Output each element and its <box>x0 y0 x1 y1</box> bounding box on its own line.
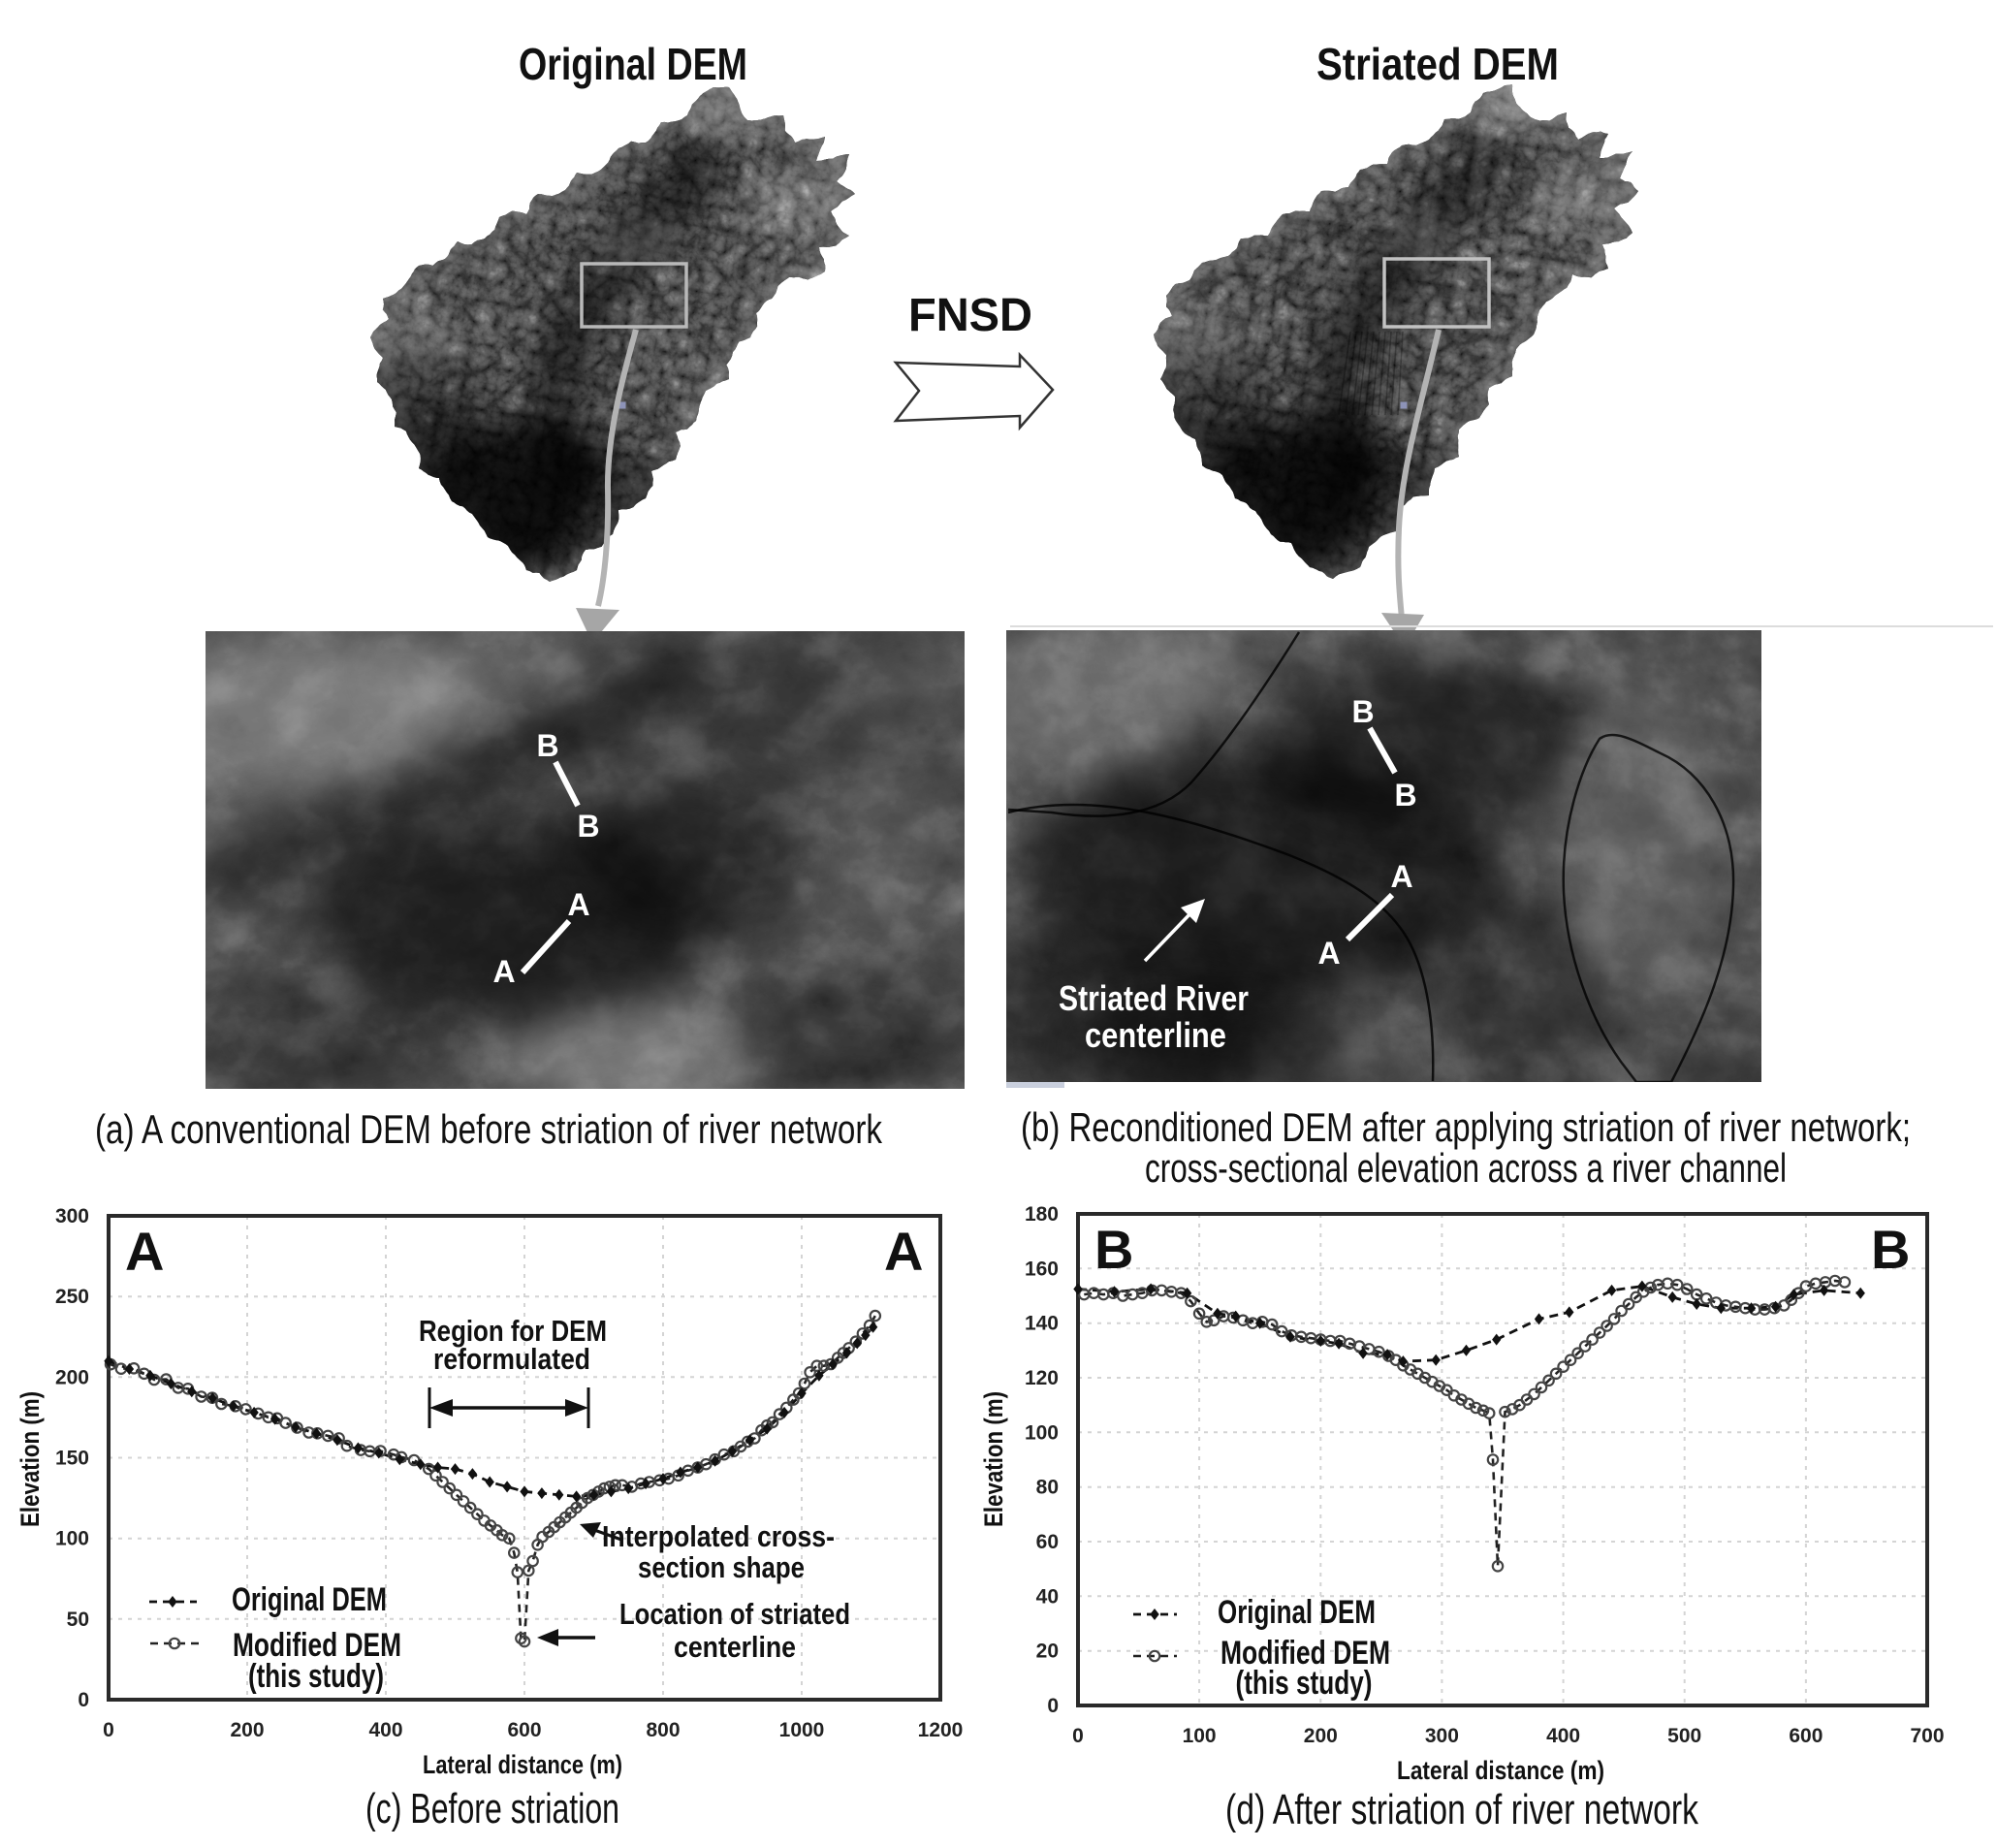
svg-text:Modified DEM: Modified DEM <box>1220 1635 1390 1672</box>
svg-text:B: B <box>536 728 558 763</box>
svg-text:centerline: centerline <box>1085 1015 1226 1055</box>
svg-text:Striated DEM: Striated DEM <box>1316 39 1559 89</box>
svg-text:A: A <box>1390 859 1412 894</box>
svg-text:150: 150 <box>55 1448 89 1470</box>
svg-text:B: B <box>1871 1219 1910 1280</box>
svg-text:Lateral distance (m): Lateral distance (m) <box>1397 1756 1604 1785</box>
svg-text:60: 60 <box>1036 1531 1059 1553</box>
svg-text:(this study): (this study) <box>1236 1665 1373 1702</box>
svg-text:500: 500 <box>1667 1725 1701 1747</box>
svg-text:160: 160 <box>1025 1258 1059 1280</box>
svg-text:Elevation (m): Elevation (m) <box>16 1391 45 1527</box>
svg-text:Original DEM: Original DEM <box>232 1581 387 1618</box>
svg-text:A: A <box>1317 936 1340 971</box>
svg-text:100: 100 <box>1025 1421 1059 1444</box>
svg-text:40: 40 <box>1036 1585 1059 1608</box>
svg-text:200: 200 <box>230 1719 264 1741</box>
svg-text:Region for DEM: Region for DEM <box>419 1314 607 1348</box>
svg-text:B: B <box>1351 694 1374 729</box>
svg-text:100: 100 <box>55 1528 89 1550</box>
svg-text:140: 140 <box>1025 1313 1059 1335</box>
svg-text:20: 20 <box>1036 1641 1059 1663</box>
svg-text:A: A <box>884 1221 923 1282</box>
svg-text:A: A <box>492 954 515 989</box>
svg-text:cross-sectional elevation acro: cross-sectional elevation across a river… <box>1145 1145 1787 1191</box>
svg-text:Elevation (m): Elevation (m) <box>979 1391 1008 1527</box>
svg-text:300: 300 <box>1425 1725 1459 1747</box>
svg-text:400: 400 <box>368 1719 402 1741</box>
svg-text:B: B <box>1394 778 1416 812</box>
svg-text:Modified DEM: Modified DEM <box>233 1627 401 1664</box>
svg-text:400: 400 <box>1546 1725 1580 1747</box>
svg-text:200: 200 <box>1304 1725 1338 1747</box>
svg-text:reformulated: reformulated <box>433 1342 590 1376</box>
svg-text:200: 200 <box>55 1366 89 1388</box>
svg-text:A: A <box>567 887 589 922</box>
svg-text:50: 50 <box>67 1609 89 1631</box>
svg-text:FNSD: FNSD <box>908 290 1032 341</box>
svg-text:180: 180 <box>1025 1203 1059 1226</box>
svg-text:600: 600 <box>1789 1725 1823 1747</box>
svg-text:Location of striated: Location of striated <box>619 1597 850 1631</box>
svg-text:0: 0 <box>1072 1725 1084 1747</box>
svg-text:Original DEM: Original DEM <box>519 39 747 89</box>
svg-text:B: B <box>1094 1219 1133 1280</box>
svg-text:B: B <box>577 809 599 844</box>
svg-text:700: 700 <box>1910 1725 1944 1747</box>
svg-text:Lateral distance (m): Lateral distance (m) <box>423 1750 622 1779</box>
svg-text:1200: 1200 <box>918 1719 964 1741</box>
svg-text:(c) Before striation: (c) Before striation <box>365 1785 619 1832</box>
svg-text:(b) Reconditioned DEM after ap: (b) Reconditioned DEM after applying str… <box>1021 1104 1911 1150</box>
svg-text:1000: 1000 <box>779 1719 825 1741</box>
svg-text:Striated River: Striated River <box>1059 978 1249 1018</box>
svg-text:A: A <box>125 1221 164 1282</box>
svg-text:(a) A conventional DEM before: (a) A conventional DEM before striation … <box>95 1106 883 1152</box>
svg-text:250: 250 <box>55 1286 89 1308</box>
svg-text:100: 100 <box>1183 1725 1217 1747</box>
svg-text:0: 0 <box>103 1719 114 1741</box>
svg-text:0: 0 <box>78 1689 89 1711</box>
svg-text:800: 800 <box>646 1719 680 1741</box>
svg-text:Interpolated cross-: Interpolated cross- <box>602 1519 835 1553</box>
svg-text:(d) After striation of river n: (d) After striation of river network <box>1225 1786 1699 1833</box>
svg-text:300: 300 <box>55 1205 89 1227</box>
svg-text:0: 0 <box>1047 1695 1059 1717</box>
svg-text:80: 80 <box>1036 1477 1059 1499</box>
svg-text:600: 600 <box>507 1719 541 1741</box>
svg-text:120: 120 <box>1025 1367 1059 1389</box>
svg-text:(this study): (this study) <box>248 1658 384 1695</box>
svg-text:section shape: section shape <box>638 1550 805 1584</box>
svg-text:Original DEM: Original DEM <box>1218 1594 1376 1631</box>
svg-text:centerline: centerline <box>674 1630 796 1664</box>
